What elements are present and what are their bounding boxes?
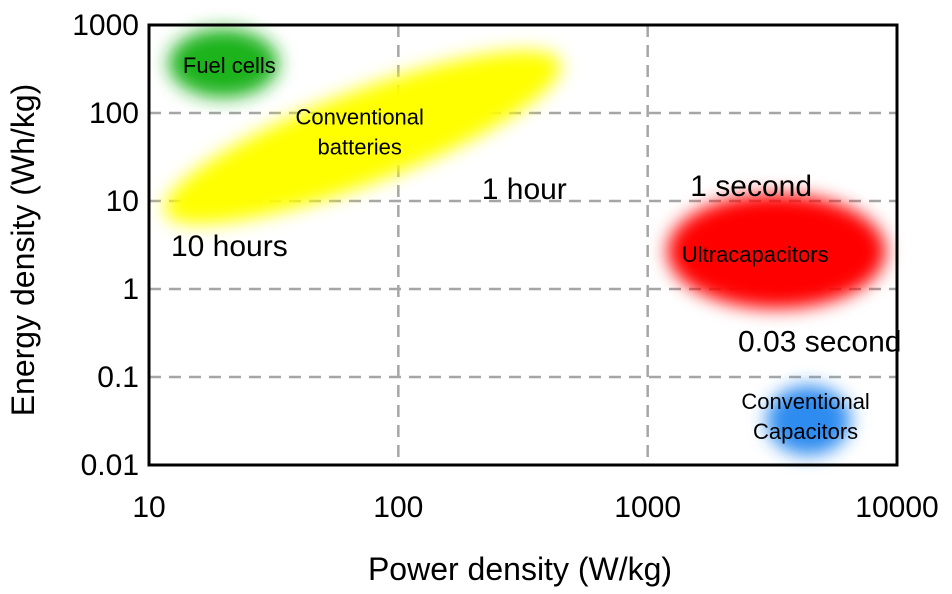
region-conventional-capacitors [766,385,851,455]
regions: Fuel cells Conventional batteries Ultracapa… [164,29,886,455]
annotation-1-hour: 1 hour [482,173,567,206]
tick-labels: 10 100 1000 10000 0.01 0.1 1 10 100 1000 [72,9,938,524]
x-tick-label-1000: 1000 [614,491,681,524]
x-axis-title: Power density (W/kg) [368,551,672,587]
y-tick-label-0-1: 0.1 [97,361,139,394]
x-tick-label-100: 100 [373,491,423,524]
x-tick-label-10: 10 [132,491,165,524]
region-label-fuel-cells: Fuel cells [183,53,276,78]
region-label-ultracapacitors: Ultracapacitors [682,242,829,267]
annotation-0-03-second: 0.03 second [738,325,901,358]
y-tick-label-100: 100 [89,97,139,130]
y-tick-label-1: 1 [122,273,139,306]
y-tick-label-1000: 1000 [72,9,139,42]
annotation-10-hours: 10 hours [171,230,288,263]
region-ultracapacitors [667,194,886,309]
y-tick-label-0-01: 0.01 [81,449,139,482]
annotation-1-second: 1 second [690,170,812,203]
region-label-conventional-capacitors: Conventional Capacitors [741,389,869,444]
plot-frame [147,23,899,467]
x-tick-label-10000: 10000 [855,491,938,524]
y-axis-title: Energy density (Wh/kg) [5,84,41,417]
region-fuel-cells [168,29,279,98]
region-conventional-batteries [164,50,561,224]
annotations: 10 hours 1 hour 1 second 0.03 second [171,170,902,358]
y-tick-label-10: 10 [106,185,139,218]
region-label-conventional-batteries: Conventional batteries [295,105,423,160]
